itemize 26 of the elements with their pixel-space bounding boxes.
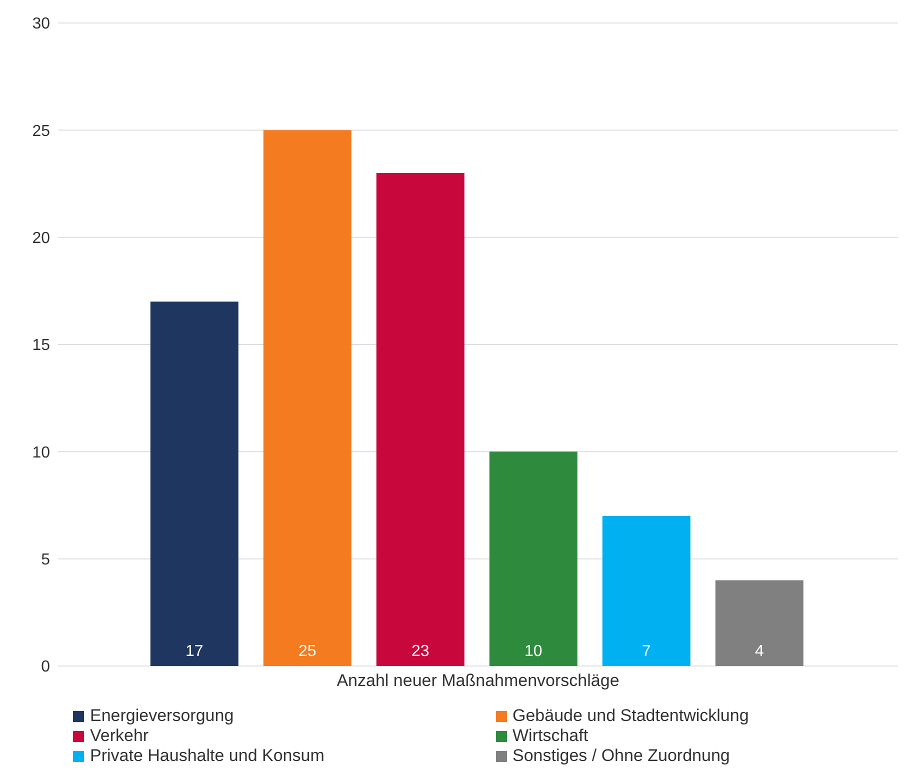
y-tick-label: 0 — [41, 658, 50, 676]
data-label: 7 — [642, 643, 651, 660]
y-tick-label: 30 — [32, 16, 50, 33]
x-tick-label: Anzahl neuer Maßnahmenvorschläge — [336, 671, 620, 690]
y-tick-label: 25 — [32, 122, 50, 140]
data-label: 17 — [186, 643, 204, 660]
data-label: 23 — [412, 643, 430, 660]
bar — [715, 580, 804, 666]
y-tick-label: 20 — [32, 230, 50, 248]
y-tick-label: 15 — [32, 337, 50, 354]
bar — [150, 302, 238, 666]
data-label: 25 — [298, 643, 316, 660]
bar — [602, 516, 690, 666]
y-tick-label: 10 — [32, 444, 50, 462]
legend-label: Wirtschaft — [512, 726, 588, 746]
legend-label: Gebäude und Stadtentwicklung — [512, 706, 749, 726]
data-label: 4 — [754, 643, 764, 660]
legend-label: Sonstiges / Ohne Zuordnung — [512, 746, 730, 766]
legend-label: Energieversorgung — [90, 706, 234, 726]
y-tick-label: 5 — [41, 552, 50, 569]
legend-label: Private Haushalte und Konsum — [90, 746, 324, 766]
legend-label: Verkehr — [90, 726, 149, 746]
bar — [489, 452, 578, 666]
bar — [263, 130, 352, 666]
bar — [376, 173, 464, 666]
data-label: 10 — [524, 643, 542, 660]
